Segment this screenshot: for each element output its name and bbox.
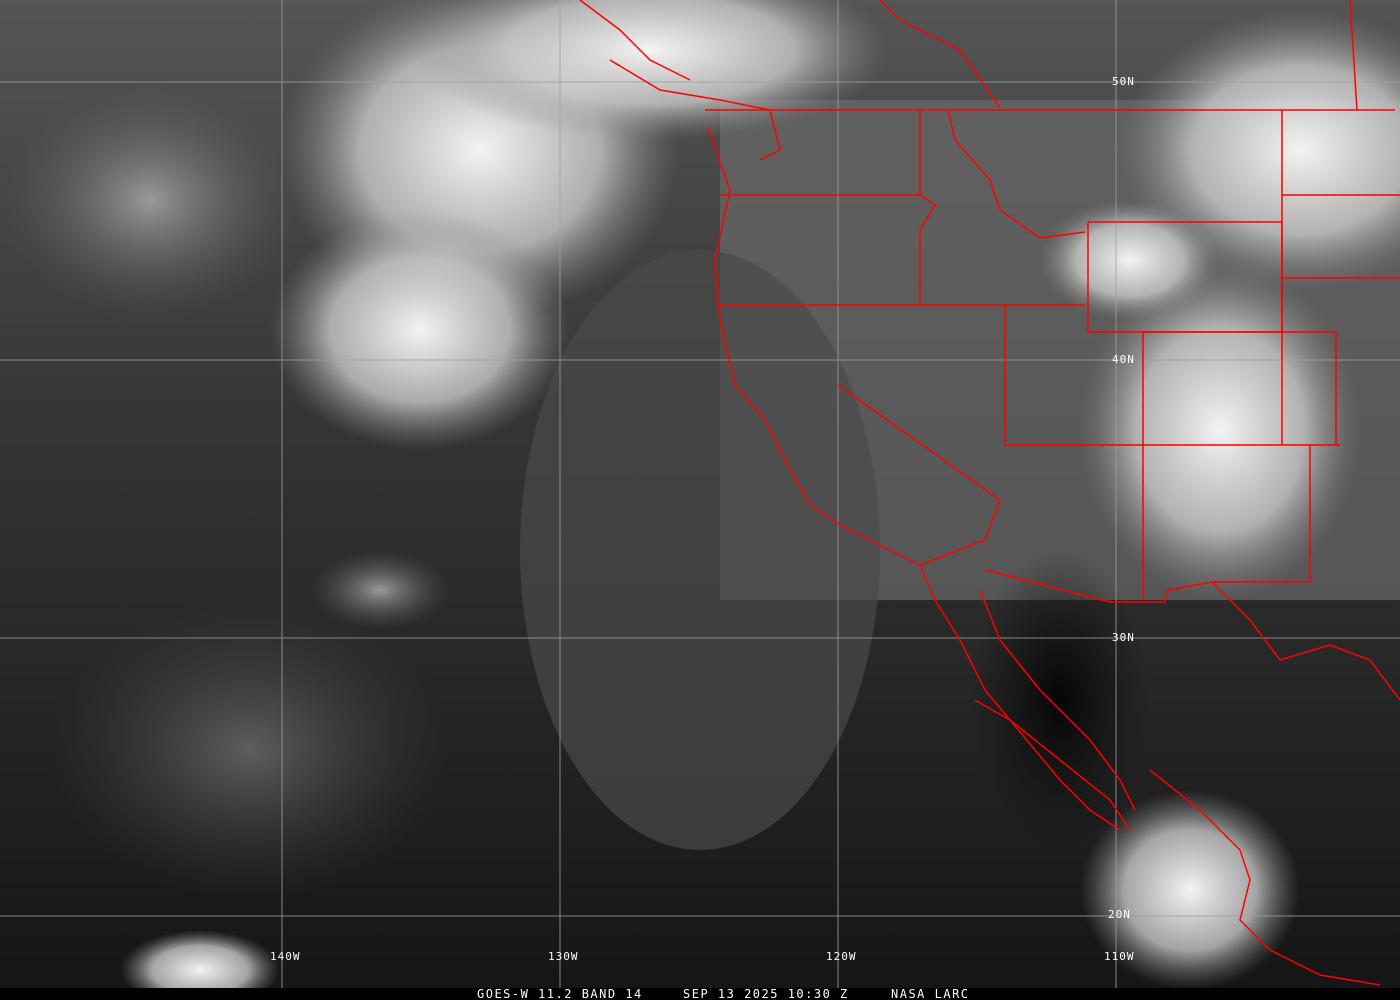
caption-datetime: SEP 13 2025 10:30 Z [683, 987, 849, 1000]
lon-label-130w: 130W [548, 950, 579, 963]
lon-label-120w: 120W [826, 950, 857, 963]
lat-label-20n: 20N [1108, 908, 1131, 921]
lat-label-50n: 50N [1112, 75, 1135, 88]
caption-bar: GOES-W 11.2 BAND 14 SEP 13 2025 10:30 Z … [0, 987, 1400, 1000]
lon-label-140w: 140W [270, 950, 301, 963]
lon-label-110w: 110W [1104, 950, 1135, 963]
caption-source: NASA LARC [891, 987, 970, 1000]
lat-label-40n: 40N [1112, 353, 1135, 366]
caption-satellite-band: GOES-W 11.2 BAND 14 [477, 987, 643, 1000]
lat-label-30n: 30N [1112, 631, 1135, 644]
political-borders [579, 0, 1400, 986]
